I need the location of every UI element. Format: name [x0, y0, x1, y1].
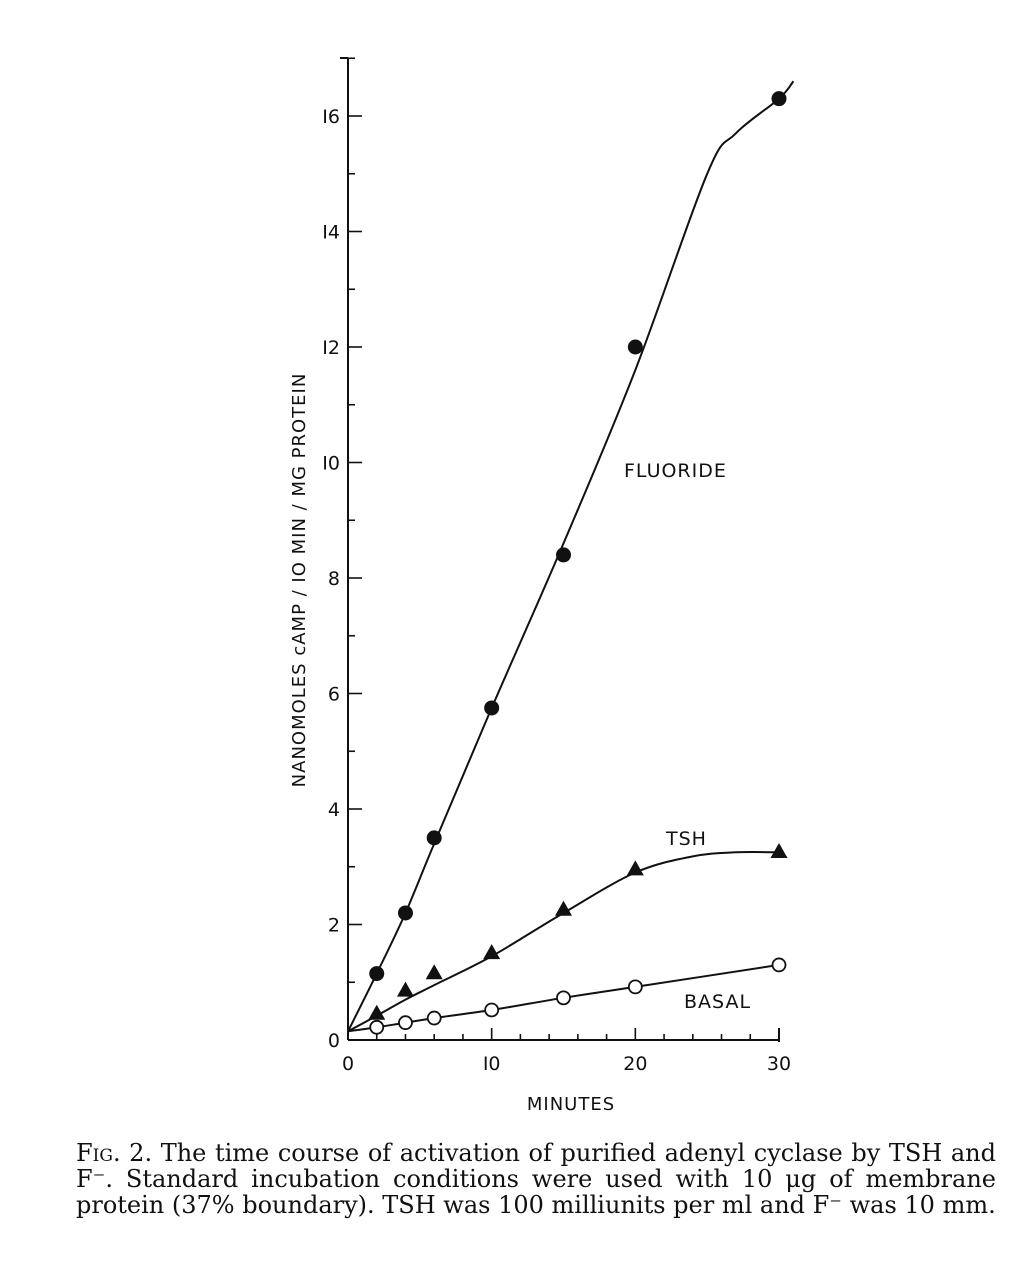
tsh-point — [770, 843, 788, 859]
x-tick-label: 30 — [767, 1053, 791, 1075]
tsh-point — [425, 964, 443, 980]
basal-point — [369, 1019, 385, 1035]
line-chart: 0 2 4 6 8 I0 I2 I4 I6 0 I0 20 30 MINUTES NANOMOLES cA… — [289, 57, 795, 1115]
basal-point — [398, 1015, 413, 1031]
y-axis-title: NANOMOLES cAMP / IO MIN / MG PROTEIN — [289, 373, 310, 788]
chart-labels: MINUTES NANOMOLES cAMP / IO MIN / MG PROT… — [289, 373, 751, 1115]
x-tick-label: 0 — [342, 1053, 354, 1075]
figure-caption: Fig. 2. The time course of activation of… — [76, 1140, 996, 1218]
fluoride-point — [556, 547, 571, 563]
y-tick-label: 8 — [328, 568, 340, 590]
y-tick-label: 0 — [328, 1030, 340, 1052]
basal-point — [771, 957, 787, 973]
fluoride-series-label: FLUORIDE — [624, 460, 727, 482]
basal-point — [426, 1010, 442, 1026]
chart-axes: 0 2 4 6 8 I0 I2 I4 I6 0 I0 20 30 — [322, 57, 791, 1075]
tsh-series-label: TSH — [665, 828, 707, 850]
basal-point — [556, 990, 571, 1006]
fluoride-point — [771, 91, 787, 107]
tsh-series-line — [347, 850, 780, 1033]
y-tick-label: 6 — [328, 684, 340, 706]
y-tick-label: 4 — [328, 799, 340, 821]
x-axis-title: MINUTES — [527, 1094, 615, 1115]
y-tick-label: I0 — [322, 453, 340, 475]
y-tick-label: I4 — [322, 222, 340, 244]
series-markers — [368, 91, 788, 1035]
x-tick-label: 20 — [623, 1053, 647, 1075]
tsh-point — [368, 1004, 386, 1020]
basal-point — [627, 979, 643, 995]
fluoride-point — [426, 830, 442, 846]
caption-text: The time course of activation of purifie… — [76, 1139, 996, 1219]
tsh-point — [396, 981, 414, 997]
tsh-point — [626, 860, 644, 876]
x-tick-label: I0 — [483, 1053, 501, 1075]
caption-label: Fig. 2. — [76, 1139, 153, 1167]
y-tick-label: I2 — [322, 337, 340, 359]
basal-series-label: BASAL — [684, 991, 751, 1013]
y-tick-label: 2 — [328, 915, 340, 937]
fluoride-point — [627, 339, 643, 355]
fluoride-point — [397, 905, 413, 921]
tsh-point — [483, 944, 501, 960]
fluoride-point — [484, 700, 500, 716]
basal-point — [484, 1002, 500, 1018]
y-tick-label: I6 — [322, 106, 340, 128]
tsh-point — [555, 900, 572, 916]
fluoride-point — [369, 966, 385, 982]
